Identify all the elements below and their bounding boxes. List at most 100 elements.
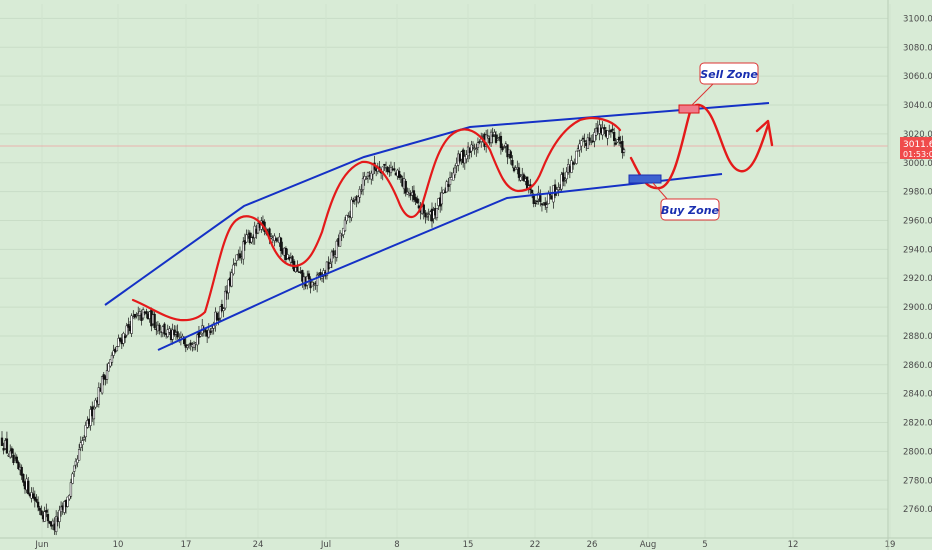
candle-body xyxy=(370,172,373,180)
candle-body xyxy=(32,493,35,499)
candle-body xyxy=(92,408,96,420)
candle-body xyxy=(499,135,503,149)
y-tick-label: 2840.0 xyxy=(903,390,932,400)
candle-body xyxy=(617,136,621,141)
candle-body xyxy=(94,399,97,408)
y-tick-label: 3100.0 xyxy=(903,14,932,24)
candle-body xyxy=(613,131,616,142)
candle-body xyxy=(614,142,617,145)
candle-body xyxy=(522,174,526,181)
y-tick-label: 3080.0 xyxy=(903,43,932,53)
y-tick-label: 2980.0 xyxy=(903,188,932,198)
candle-body xyxy=(530,190,534,194)
candle-body xyxy=(45,510,48,513)
candle-body xyxy=(232,264,235,275)
candle-body xyxy=(398,170,401,178)
candle-body xyxy=(187,344,191,347)
y-tick-label: 2780.0 xyxy=(903,476,932,486)
candle-body xyxy=(55,516,58,532)
candle-body xyxy=(15,456,18,464)
candle-body xyxy=(443,191,447,193)
candle-body xyxy=(222,308,225,311)
candle-body xyxy=(284,247,288,260)
buy-zone-box xyxy=(628,174,662,184)
candle-body xyxy=(611,128,614,131)
candle-body xyxy=(570,160,573,173)
candle-body xyxy=(448,177,452,185)
candle-body xyxy=(470,144,473,152)
candle-body xyxy=(621,140,624,154)
candle-body xyxy=(76,458,79,463)
x-tick-label: 24 xyxy=(253,540,264,550)
sell-zone-callout xyxy=(699,62,759,85)
candle-body xyxy=(215,313,219,320)
candle-body xyxy=(117,338,120,347)
candle-body xyxy=(442,189,445,194)
candle-body xyxy=(465,154,468,160)
candle-body xyxy=(158,324,161,331)
candle-body xyxy=(361,177,365,190)
candle-body xyxy=(207,329,210,338)
candle-body xyxy=(622,149,626,153)
candle-body xyxy=(110,354,114,363)
candle-body xyxy=(250,237,253,243)
candle-body xyxy=(580,140,583,147)
candle-body xyxy=(270,236,273,239)
candle-body xyxy=(476,142,480,148)
candle-body xyxy=(338,232,342,247)
candle-body xyxy=(588,137,591,142)
candle-body xyxy=(606,130,609,139)
candle-body xyxy=(123,335,127,339)
candle-body xyxy=(342,227,345,235)
candle-body xyxy=(235,254,238,261)
candle-body xyxy=(383,163,386,166)
candle-body xyxy=(58,509,61,522)
candle-body xyxy=(539,195,542,202)
y-tick-label: 3000.0 xyxy=(903,159,932,169)
candle-body xyxy=(360,190,363,192)
candle-body xyxy=(509,151,512,159)
candle-body xyxy=(17,462,20,470)
candle-body xyxy=(544,202,547,206)
candle-body xyxy=(10,448,13,454)
candle-body xyxy=(256,223,260,234)
candle-body xyxy=(399,175,402,178)
sell-zone-pointer xyxy=(691,83,714,106)
candle-body xyxy=(196,334,199,346)
x-tick-label: 19 xyxy=(885,540,896,550)
candle-body xyxy=(97,387,100,405)
current-price-label: 3011.6 xyxy=(903,140,932,150)
candle-body xyxy=(245,234,248,243)
candle-body xyxy=(562,172,565,182)
y-tick-label: 2880.0 xyxy=(903,332,932,342)
candle-body xyxy=(242,241,245,260)
candle-body xyxy=(496,138,499,141)
candle-body xyxy=(125,325,128,336)
candle-body xyxy=(176,331,179,338)
candle-body xyxy=(127,324,130,328)
candle-body xyxy=(435,207,439,219)
candle-body xyxy=(471,145,475,148)
candle-body xyxy=(36,501,40,508)
candle-body xyxy=(312,284,315,286)
candle-body xyxy=(66,496,69,507)
candle-body xyxy=(112,350,115,356)
x-tick-label: 17 xyxy=(181,540,192,550)
candle-body xyxy=(105,370,109,380)
candle-body xyxy=(478,141,481,143)
y-tick-label: 3040.0 xyxy=(903,101,932,111)
candle-body xyxy=(46,514,50,522)
x-tick-label: 15 xyxy=(463,540,474,550)
candle-body xyxy=(366,172,370,177)
candle-body xyxy=(473,147,476,149)
y-tick-label: 3060.0 xyxy=(903,72,932,82)
candle-body xyxy=(486,135,489,137)
channel-lower-line xyxy=(157,173,723,351)
candle-body xyxy=(583,140,586,143)
candle-body xyxy=(224,290,227,309)
candle-body xyxy=(100,376,104,394)
candle-body xyxy=(329,263,332,268)
candle-body xyxy=(286,254,289,259)
candle-body xyxy=(2,448,5,451)
candle-body xyxy=(489,131,493,144)
